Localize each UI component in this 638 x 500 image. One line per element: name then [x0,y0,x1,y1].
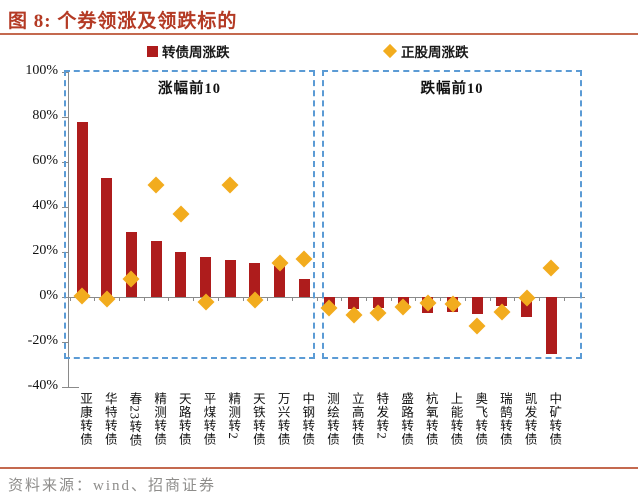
category-label: 万兴转债 [275,392,290,446]
bar [521,297,533,318]
category-label: 凯发转债 [522,392,537,446]
bar [249,263,261,297]
x-axis-tick [366,297,368,301]
y-tick-label: -40% [27,378,58,393]
bar [372,297,384,309]
bar [274,265,286,297]
category-label: 中矿转债 [547,392,562,446]
source-note: 资料来源：wind、招商证券 [8,478,217,494]
legend-bond-label: 转债周涨跌 [162,45,230,60]
bar [496,297,508,306]
x-axis-tick [415,297,417,301]
x-axis-tick [291,297,293,301]
category-label: 奥飞转债 [473,392,488,446]
figure-title: 图 8: 个券领涨及领跌标的 [8,11,238,32]
bar [224,259,236,297]
bar [471,297,483,314]
y-tick-label: 80% [32,108,58,123]
x-axis-tick [193,297,195,301]
category-label: 盛路转债 [399,392,414,446]
x-axis-tick [440,297,442,301]
bar [125,231,137,297]
category-label: 杭氧转债 [423,392,438,446]
category-label: 春23转债 [127,392,142,447]
category-label: 中钢转债 [300,392,315,446]
title-divider [0,33,638,35]
x-axis-tick [514,297,516,301]
x-axis-tick [538,297,540,301]
bar [150,240,162,297]
panel-box [64,70,315,359]
bar [348,297,360,310]
x-axis-tick [464,297,466,301]
y-axis-line [68,72,69,387]
x-axis-tick [69,297,71,301]
panel-title: 跌幅前10 [420,81,484,97]
chart-legend: 转债周涨跌 正股周涨跌 [0,41,638,61]
x-axis-tick [341,297,343,301]
category-label: 精测转债 [152,392,167,446]
y-tick-label: 20% [32,243,58,258]
x-axis-tick [267,297,269,301]
bar [545,297,557,355]
y-tick-label: 40% [32,198,58,213]
legend-stock-label: 正股周涨跌 [401,45,469,60]
bar-series-icon [147,45,158,57]
panel-title: 涨幅前10 [158,81,221,97]
x-axis-tick [143,297,145,301]
category-label: 测绘转债 [325,392,339,446]
x-axis-tick [489,297,491,301]
category-label: 瑞鹄转债 [497,392,512,446]
category-label: 上能转债 [448,392,463,446]
y-tick-label: 0% [39,288,58,303]
bar [200,256,211,297]
footer-divider [0,467,638,469]
y-axis-tick [62,387,68,388]
bar [298,279,310,297]
bar [101,177,113,297]
legend-item-stock: 正股周涨跌 [382,41,469,61]
y-tick-label: 100% [25,63,58,78]
x-axis-tick [94,297,96,301]
x-axis-tick [390,297,392,301]
category-label: 亚康转债 [78,392,92,446]
panel-box [322,70,582,359]
category-label: 特发转2 [374,392,389,440]
y-tick-label: -20% [27,333,58,348]
x-axis-tick [242,297,244,301]
category-label: 天铁转债 [250,392,265,446]
y-axis-foot [68,387,79,388]
x-axis-tick [217,297,219,301]
x-axis-tick [168,297,170,301]
category-label: 天路转债 [176,392,191,446]
category-label: 华特转债 [102,392,117,446]
category-label: 精测转2 [226,392,241,440]
bar [76,121,88,297]
x-axis-tick [316,297,318,301]
category-label: 立高转债 [349,392,364,446]
y-tick-label: 60% [32,153,58,168]
bar [175,252,187,297]
category-label: 平煤转债 [201,392,216,446]
legend-item-bond: 转债周涨跌 [147,41,230,61]
x-axis-tick [119,297,121,301]
x-axis-tick [563,297,565,301]
